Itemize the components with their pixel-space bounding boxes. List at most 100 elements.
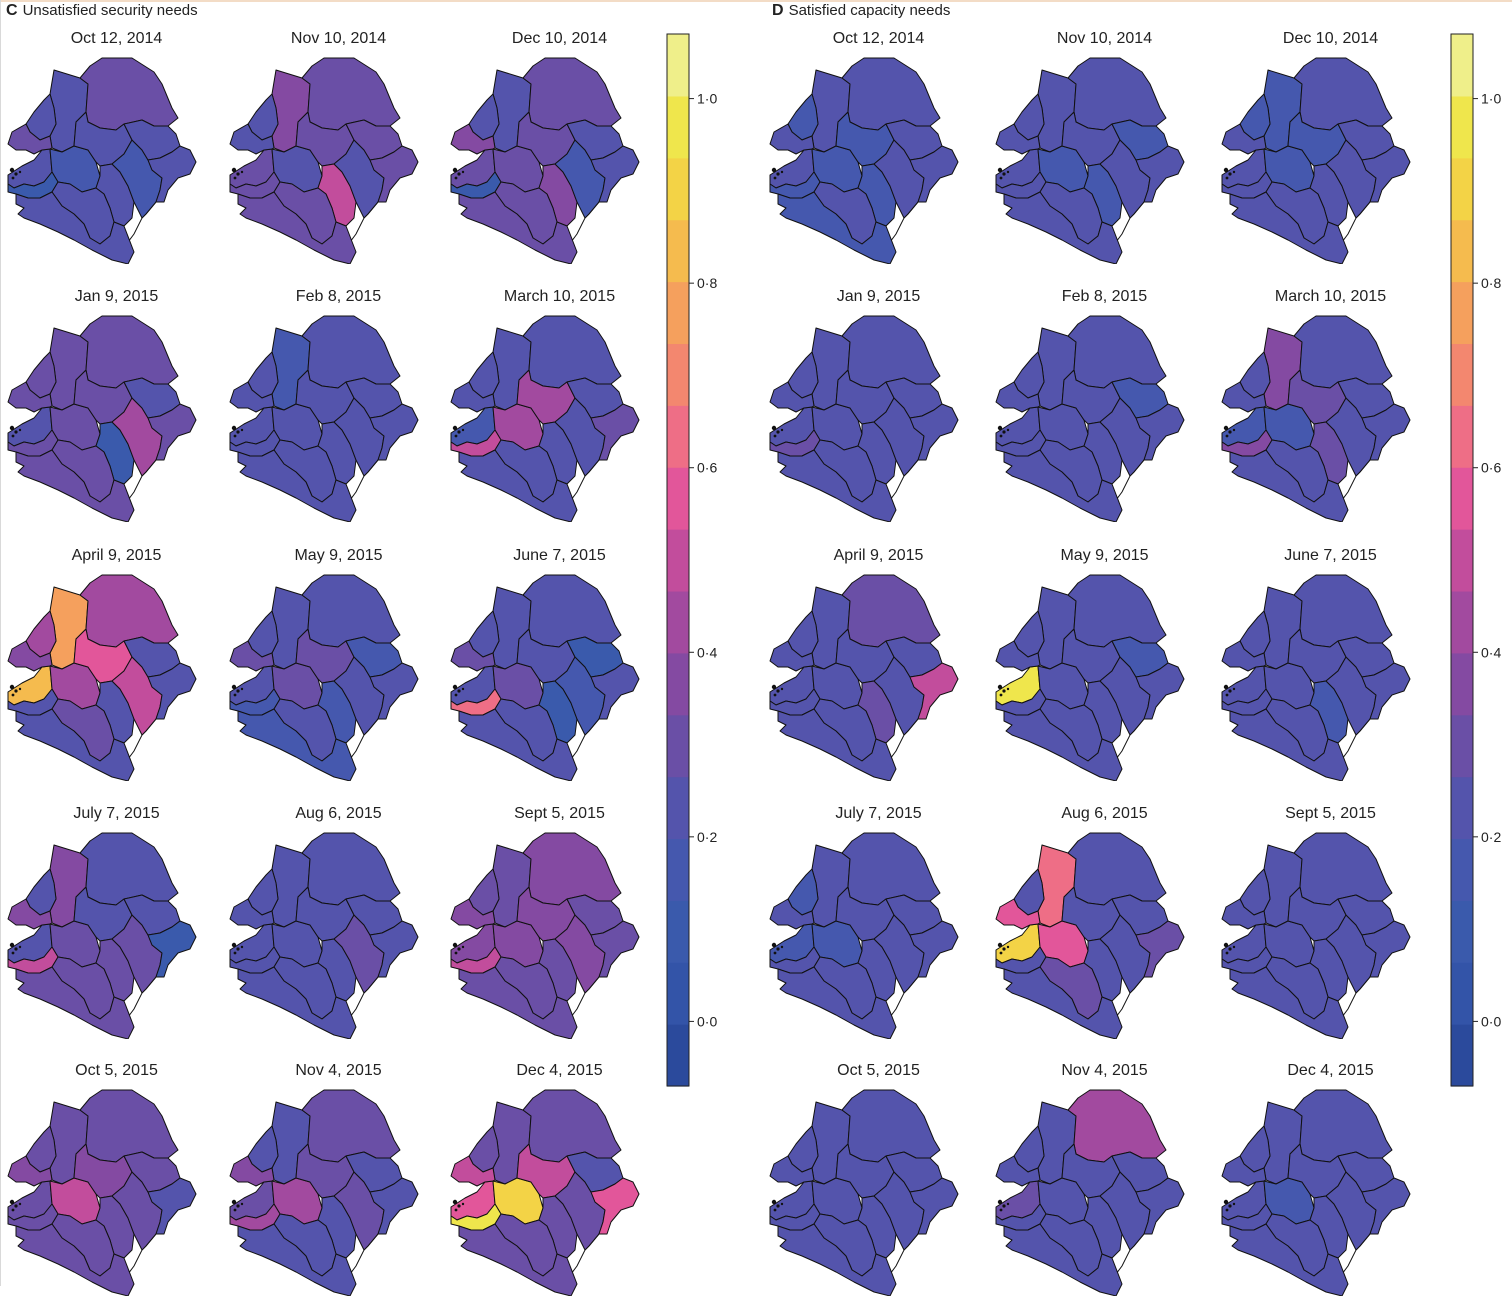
coastal-islet [780,1202,784,1206]
district-region-13 [369,1177,419,1235]
colorbar-segment [667,714,689,778]
district-map [1221,57,1411,264]
coastal-islet [457,947,461,951]
district-region-2 [1067,315,1167,389]
district-region-2 [1067,832,1167,906]
district-region-4 [450,381,496,413]
coastal-islet [236,430,240,434]
map-cell: Nov 10, 2014 [226,0,451,264]
colorbar-segment [667,34,689,97]
district-region-10 [15,966,135,1039]
district-region-4 [769,1155,815,1187]
colorbar-segment [667,1024,689,1087]
colorbar-segment [1451,219,1473,283]
coastal-islet [11,1208,15,1212]
district-region-4 [995,381,1041,413]
coastal-islet [1232,1202,1236,1206]
coastal-islet [231,1199,237,1205]
coastal-islet [1232,945,1236,949]
panel-title-text: Unsatisfied security needs [22,2,198,19]
coastal-islet [461,428,465,432]
district-region-13 [1135,1177,1185,1235]
district-map [995,1089,1185,1296]
map-cell: Oct 12, 2014 [766,0,991,264]
coastal-islet [233,693,237,697]
coastal-islet [240,945,244,949]
district-region-13 [590,662,640,720]
district-region-2 [1067,574,1167,648]
coastal-islet [773,176,777,180]
coastal-islet [773,693,777,697]
district-region-10 [237,708,357,781]
district-region-10 [777,1223,897,1296]
coastal-islet [780,428,784,432]
district-map [450,574,640,781]
colorbar-tick-label: 0·8 [697,275,717,291]
district-region-4 [769,640,815,672]
colorbar-tick-label: 0·4 [697,644,717,660]
coastal-islet [997,942,1003,948]
district-region-13 [1135,920,1185,978]
coastal-islet [1006,687,1010,691]
district-map [1221,574,1411,781]
panel-d: D Satisfied capacity needs Oct 12, 2014 No… [766,0,1512,1296]
coastal-islet [452,1199,458,1205]
coastal-islet [236,947,240,951]
coastal-islet [11,176,15,180]
coastal-islet [452,684,458,690]
coastal-islet [1228,1204,1232,1208]
district-region-2 [1293,832,1393,906]
map-date-label: Nov 4, 2015 [1061,1062,1148,1079]
coastal-islet [771,684,777,690]
coastal-islet [1232,428,1236,432]
coastal-islet [14,1204,18,1208]
colorbar: 0·0 0·2 0·4 0·6 0·8 1·0 [666,33,717,1087]
map-cell: May 9, 2015 [992,517,1217,781]
district-region-13 [147,662,197,720]
district-region-13 [147,1177,197,1235]
map-cell: Dec 4, 2015 [1218,1032,1443,1296]
coastal-islet [771,1199,777,1205]
coastal-islet [997,684,1003,690]
district-region-13 [1361,920,1411,978]
district-region-4 [450,640,496,672]
district-map [995,57,1185,264]
district-map [7,1089,197,1296]
district-region-2 [1293,574,1393,648]
district-region-13 [909,662,959,720]
coastal-islet [18,687,22,691]
district-region-4 [1221,640,1267,672]
coastal-islet [999,434,1003,438]
district-region-13 [909,145,959,203]
top-rule [0,0,1512,2]
coastal-islet [1228,172,1232,176]
district-region-13 [1361,662,1411,720]
district-map [1221,832,1411,1039]
coastal-islet [9,425,15,431]
map-cell: March 10, 2015 [447,258,672,522]
district-map [450,57,640,264]
coastal-islet [240,428,244,432]
district-region-10 [15,449,135,522]
district-region-13 [590,403,640,461]
district-region-10 [1003,708,1123,781]
colorbar-segment [667,343,689,406]
district-region-10 [237,449,357,522]
coastal-islet [1223,684,1229,690]
coastal-islet [1223,942,1229,948]
colorbar-tick-label: 1·0 [697,91,717,107]
district-region-10 [458,708,578,781]
coastal-islet [1228,689,1232,693]
district-region-4 [7,1155,53,1187]
district-region-13 [369,403,419,461]
colorbar-segment [667,776,689,840]
district-region-13 [369,662,419,720]
district-map [229,57,419,264]
colorbar-segment [667,652,689,716]
coastal-islet [771,425,777,431]
district-region-2 [301,315,401,389]
district-region-10 [458,966,578,1039]
map-date-label: Dec 10, 2014 [511,30,608,47]
coastal-islet [233,1208,237,1212]
district-region-4 [7,381,53,413]
